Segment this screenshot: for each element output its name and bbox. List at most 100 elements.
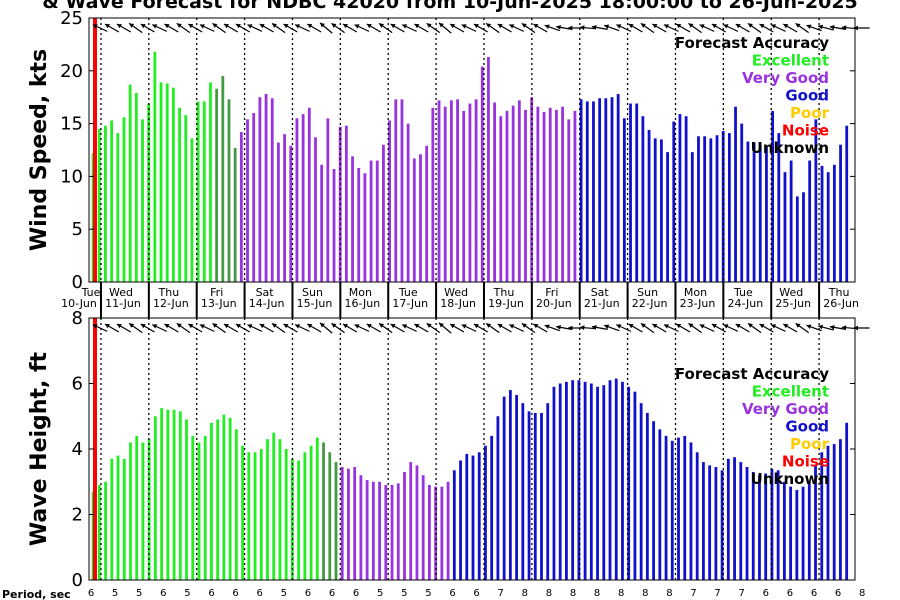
arrow-head: [806, 24, 812, 30]
wave-bar: [733, 457, 736, 580]
wind-bar: [122, 117, 126, 282]
period-value: 6: [763, 588, 769, 599]
wind-bar: [289, 145, 293, 282]
arrow-head: [426, 23, 432, 28]
direction-arrow: [473, 323, 489, 333]
wind-bar: [678, 114, 682, 282]
arrow-head: [461, 324, 467, 329]
direction-arrow: [544, 24, 560, 32]
arrow-head: [104, 24, 110, 29]
direction-arrow: [283, 23, 298, 33]
arrow-head: [379, 323, 385, 328]
arrow-head: [152, 324, 158, 329]
arrow-head: [604, 324, 610, 330]
direction-arrow: [723, 24, 739, 32]
wind-bar: [826, 172, 830, 282]
wave-bar: [340, 467, 344, 580]
arrow-head: [616, 324, 622, 329]
wind-bar: [697, 136, 700, 282]
arrow-head: [259, 24, 265, 29]
wave-bar: [683, 435, 687, 580]
wave-bar: [178, 411, 182, 580]
chart-title: & Wave Forecast for NDBC 42020 from 10-J…: [42, 0, 858, 13]
wind-bar: [104, 125, 107, 283]
wind-bar: [610, 97, 614, 282]
legend-item: Unknown: [751, 139, 829, 157]
wave-bar: [247, 452, 251, 580]
date-strip-day: Tue: [398, 286, 418, 299]
wave-bar: [315, 437, 319, 580]
direction-arrow: [449, 23, 465, 33]
wave-bar: [234, 429, 238, 580]
direction-arrow: [818, 24, 834, 31]
wind-bar: [740, 123, 744, 282]
arrow-head: [379, 23, 385, 28]
wind-bar: [653, 138, 657, 282]
wind-bar: [660, 139, 663, 282]
direction-arrow: [378, 322, 393, 334]
direction-arrow: [187, 23, 203, 33]
wind-bar: [147, 103, 151, 282]
arrow-head: [579, 25, 585, 31]
period-value: 5: [377, 588, 383, 599]
arrow-head: [771, 24, 777, 29]
wind-bar: [314, 137, 317, 282]
direction-arrow: [759, 23, 774, 33]
date-strip-day: Sat: [256, 286, 275, 299]
wave-bar: [776, 470, 780, 580]
direction-arrow: [663, 24, 679, 32]
arrow-head: [544, 24, 550, 30]
arrow-head: [366, 24, 372, 29]
wind-bar: [555, 109, 558, 283]
arrow-head: [402, 324, 408, 329]
wave-bar: [633, 391, 637, 580]
wave-bar: [160, 408, 164, 580]
wind-bar: [172, 87, 175, 282]
arrow-head: [307, 324, 313, 329]
arrow-head: [354, 324, 360, 329]
arrow-head: [235, 24, 241, 29]
direction-arrow: [259, 323, 274, 333]
wave-bar: [172, 409, 176, 580]
wind-bar: [110, 120, 114, 283]
date-strip-date: 18-Jun: [440, 297, 476, 310]
wind-bar: [412, 158, 416, 282]
direction-arrow: [579, 25, 596, 31]
period-value: 8: [594, 588, 600, 599]
arrow-head: [176, 23, 182, 28]
arrow-head: [414, 24, 420, 29]
period-value: 6: [208, 588, 214, 599]
direction-arrow: [271, 322, 286, 334]
y-tick-label: 0: [72, 570, 83, 591]
wind-bar: [808, 160, 812, 282]
direction-arrow: [556, 325, 573, 330]
wind-bar: [635, 103, 639, 282]
wind-bar: [394, 99, 398, 282]
wave-bar: [789, 486, 793, 580]
direction-arrow: [342, 23, 358, 33]
period-value: 8: [522, 588, 528, 599]
arrow-head: [699, 24, 705, 29]
arrow-head: [414, 324, 420, 329]
arrow-head: [676, 324, 682, 329]
wind-bar: [752, 142, 756, 282]
wind-bar: [153, 51, 157, 282]
arrow-head: [104, 324, 110, 329]
arrow-head: [568, 25, 573, 31]
arrow-head: [579, 325, 585, 331]
y-tick-label: 0: [72, 272, 83, 293]
wave-bar: [745, 467, 749, 580]
arrow-head: [735, 24, 741, 29]
direction-arrow: [128, 322, 143, 334]
wind-bar: [647, 129, 651, 282]
arrow-head: [640, 23, 646, 28]
wind-bar: [97, 128, 101, 282]
direction-arrow: [247, 24, 263, 32]
period-value: 5: [184, 588, 190, 599]
y-tick-label: 2: [72, 505, 83, 526]
arrow-head: [283, 324, 289, 329]
direction-arrow: [378, 22, 393, 34]
arrow-head: [342, 324, 348, 329]
period-value: 6: [353, 588, 359, 599]
wind-bar: [598, 98, 602, 282]
